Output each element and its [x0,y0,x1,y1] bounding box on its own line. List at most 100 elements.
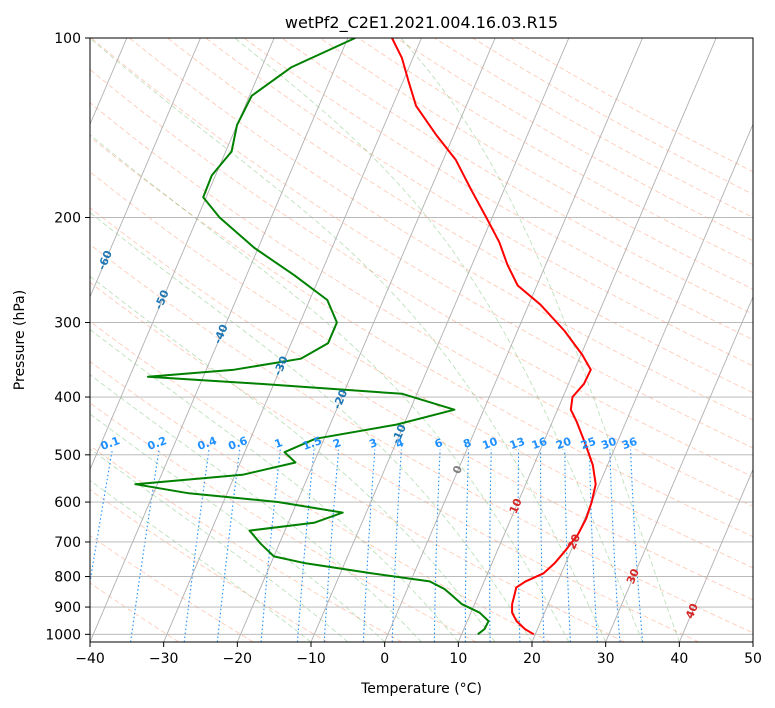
mixing-ratio-label: 8 [461,436,473,451]
isotherm-line [90,38,349,642]
x-tick-label: −30 [149,651,179,667]
dry-adiabat-line [90,489,328,642]
x-tick-label: −20 [223,651,253,667]
dry-adiabat-line [90,136,753,538]
isotherm-line [310,38,570,642]
y-axis-label: Pressure (hPa) [12,290,28,390]
dry-adiabat-line [167,38,753,394]
mixing-ratio-label: 16 [530,435,549,453]
mixing-ratio-line [540,449,545,642]
mixing-ratio-line [564,449,571,642]
dry-adiabat-line [90,402,477,642]
x-tick-label: −40 [75,651,105,667]
mixing-ratio-label: 30 [599,435,618,453]
dry-adiabat-line [205,38,753,367]
isotherm-line [531,123,753,642]
x-axis-label: Temperature (°C) [360,681,482,697]
isotherm-label: -80 [0,163,4,187]
isotherm-line [752,640,753,642]
x-tick-label: 50 [744,651,762,667]
moist-adiabat-line [90,448,349,642]
y-tick-label: 300 [54,316,81,332]
mixing-ratio-line [630,449,644,642]
mixing-ratio-line [517,449,521,642]
mixing-ratio-label: 2 [331,436,343,451]
mixing-ratio-line [362,449,376,642]
x-tick-label: 0 [380,651,389,667]
plot-background [90,38,753,642]
moist-adiabat-line [90,328,459,642]
moist-adiabat-line [90,134,570,642]
mixing-ratio-label: 0.4 [196,434,219,453]
mixing-ratio-line [260,449,281,642]
mixing-ratio-line [609,449,621,642]
mixing-ratio-label: 13 [508,435,527,452]
dry-adiabat-line [90,582,180,642]
y-tick-label: 200 [54,211,81,227]
moist-adiabat-line [400,38,680,642]
y-tick-label: 500 [54,448,81,464]
moist-adiabat-line [90,38,607,642]
moist-adiabat-line [90,413,385,642]
dry-adiabat-line [90,244,753,634]
mixing-ratio-label: 3 [367,436,379,451]
mixing-ratio-label: 1.5 [301,434,324,453]
y-tick-label: 900 [54,600,81,616]
dry-adiabat-line [90,207,753,601]
mixing-ratio-label: 6 [433,436,445,451]
mixing-ratio-line [296,449,315,642]
mixing-ratio-label: 1 [273,436,285,451]
isotherm-label: 10 [507,496,525,515]
moist-adiabat-line [90,374,422,642]
mixing-ratio-line [588,449,598,642]
y-tick-label: 400 [54,390,81,406]
dewpoint-profile [134,38,490,636]
isotherm-label: 20 [565,532,583,551]
mixing-ratio-label: 0.2 [146,434,169,453]
isotherm-line [90,38,201,299]
x-tick-label: −10 [296,651,326,667]
mixing-ratio-line [489,449,492,642]
y-tick-label: 600 [54,495,81,511]
dry-adiabat-line [243,38,753,341]
y-tick-label: 100 [54,31,81,47]
y-tick-label: 800 [54,570,81,586]
dry-adiabat-line [90,361,551,642]
mixing-ratio-line [391,449,402,642]
temperature-profile [391,38,597,636]
mixing-ratio-label: 4 [394,436,406,451]
mixing-ratio-label: 10 [481,435,500,453]
isotherm-line [236,38,496,642]
moist-adiabat-line [90,275,496,642]
moist-adiabat-line [90,212,533,642]
x-tick-label: 10 [449,651,467,667]
mixing-ratio-label: 0.6 [227,434,250,453]
isotherm-line [384,38,643,642]
mixing-ratio-line [323,449,340,642]
isotherm-line [457,38,717,642]
mixing-ratio-label: 0.1 [99,434,122,453]
isotherm-line [90,38,275,471]
x-tick-label: 20 [523,651,541,667]
dry-adiabat-line [90,281,700,642]
y-tick-label: 700 [54,535,81,551]
mixing-ratio-line [433,449,441,642]
plot-frame [89,37,754,643]
moist-adiabat-line [234,38,643,642]
x-tick-label: 30 [597,651,615,667]
isotherm-label: 30 [624,566,642,585]
isotherm-line [678,468,753,642]
isotherm-label: 40 [683,601,701,620]
y-tick-label: 1000 [45,627,81,643]
isotherm-line [605,295,753,642]
mixing-ratio-label: 20 [554,435,573,453]
x-tick-label: 40 [670,651,688,667]
chart-title: wetPf2_C2E1.2021.004.16.03.R15 [285,13,558,33]
isotherm-line [163,38,422,642]
dry-adiabat-line [90,102,753,507]
mixing-ratio-label: 36 [620,435,639,453]
mixing-ratio-line [464,449,470,642]
dry-adiabat-line [90,171,753,569]
